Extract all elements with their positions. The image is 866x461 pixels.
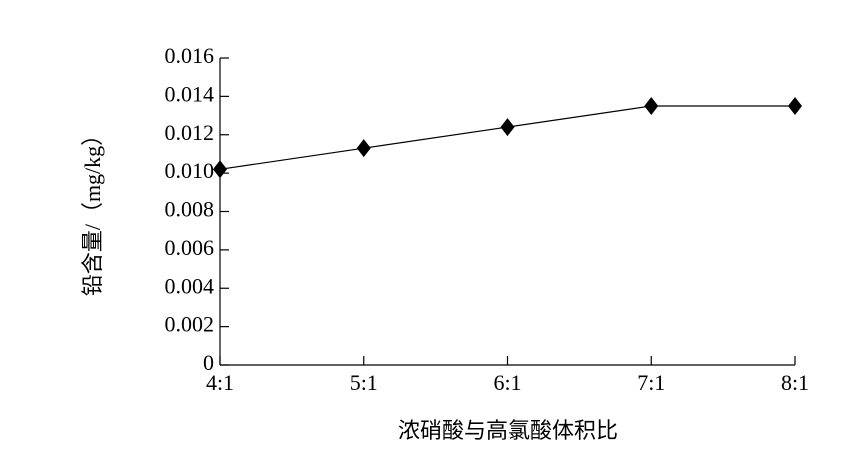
y-tick-label: 0	[203, 350, 214, 375]
y-tick-label: 0.012	[165, 120, 215, 145]
diamond-marker	[500, 118, 515, 137]
y-tick-label: 0.014	[165, 81, 215, 106]
y-tick-label: 0.016	[165, 43, 215, 68]
x-axis-label: 浓硝酸与高氯酸体积比	[398, 418, 618, 443]
y-axis-label: 铅含量/（mg/kg）	[80, 124, 105, 296]
x-tick-label: 6:1	[493, 370, 521, 395]
diamond-marker	[356, 139, 371, 158]
diamond-marker	[644, 96, 659, 115]
y-tick-label: 0.004	[165, 273, 215, 298]
x-tick-label: 7:1	[637, 370, 665, 395]
diamond-marker	[788, 96, 802, 115]
x-tick-label: 5:1	[350, 370, 378, 395]
x-tick-label: 8:1	[781, 370, 809, 395]
y-tick-label: 0.008	[165, 197, 215, 222]
diamond-marker	[213, 160, 227, 179]
y-tick-label: 0.006	[165, 235, 215, 260]
y-tick-label: 0.002	[165, 312, 215, 337]
data-line	[219, 105, 795, 170]
x-tick-label: 4:1	[206, 370, 234, 395]
y-tick-label: 0.010	[165, 158, 215, 183]
